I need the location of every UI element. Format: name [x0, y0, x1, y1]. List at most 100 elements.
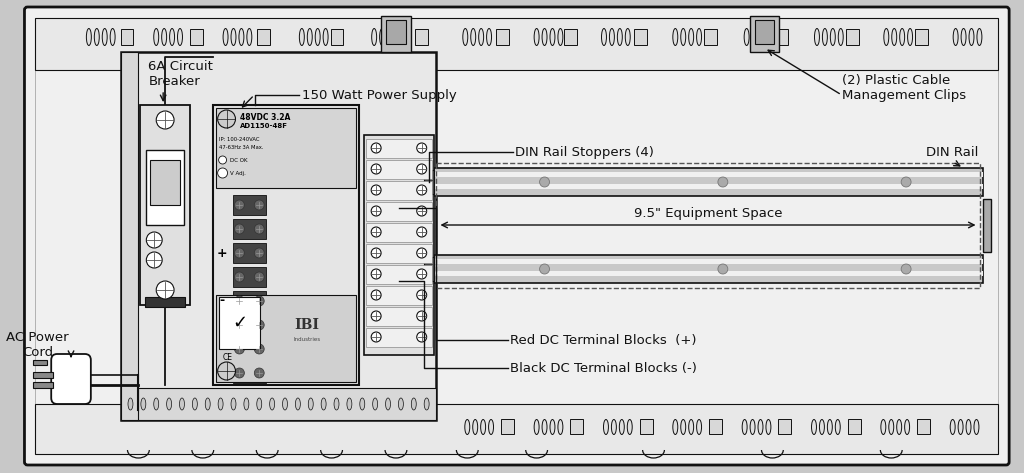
Ellipse shape: [696, 28, 701, 45]
Ellipse shape: [814, 28, 819, 45]
Ellipse shape: [231, 28, 236, 45]
Ellipse shape: [958, 420, 964, 435]
Bar: [145, 297, 185, 307]
Ellipse shape: [386, 398, 390, 410]
Circle shape: [718, 177, 728, 187]
Ellipse shape: [689, 28, 693, 45]
Ellipse shape: [478, 28, 483, 45]
Ellipse shape: [471, 28, 476, 45]
Text: 150 Watt Power Supply: 150 Watt Power Supply: [302, 88, 457, 102]
Circle shape: [234, 248, 245, 258]
Text: IP: 100-240VAC: IP: 100-240VAC: [219, 137, 259, 142]
Bar: [34, 360, 47, 365]
Ellipse shape: [681, 420, 686, 435]
Ellipse shape: [283, 398, 288, 410]
Ellipse shape: [892, 28, 897, 45]
Ellipse shape: [269, 398, 274, 410]
Bar: [367, 160, 431, 179]
Ellipse shape: [836, 420, 841, 435]
Bar: [367, 139, 431, 158]
Ellipse shape: [897, 420, 902, 435]
Ellipse shape: [609, 28, 614, 45]
Bar: [775, 29, 788, 45]
Ellipse shape: [766, 420, 771, 435]
Ellipse shape: [744, 28, 750, 45]
Ellipse shape: [558, 28, 563, 45]
Circle shape: [234, 296, 245, 306]
Ellipse shape: [179, 398, 184, 410]
Bar: [232, 363, 266, 383]
Bar: [146, 150, 184, 225]
Bar: [755, 20, 774, 44]
Ellipse shape: [239, 28, 244, 45]
Circle shape: [254, 224, 264, 234]
Ellipse shape: [550, 28, 555, 45]
Ellipse shape: [94, 28, 99, 45]
Ellipse shape: [758, 420, 763, 435]
Text: -: -: [219, 294, 224, 307]
Ellipse shape: [387, 28, 392, 45]
Text: ✓: ✓: [231, 314, 247, 332]
Ellipse shape: [86, 28, 91, 45]
Ellipse shape: [900, 28, 904, 45]
Bar: [564, 29, 578, 45]
Text: DIN Rail: DIN Rail: [927, 146, 979, 158]
Ellipse shape: [257, 398, 262, 410]
Bar: [140, 105, 189, 305]
Circle shape: [371, 227, 381, 237]
Ellipse shape: [347, 398, 352, 410]
Circle shape: [234, 344, 245, 354]
Bar: [365, 135, 433, 355]
Text: DC OK: DC OK: [229, 158, 247, 163]
Bar: [367, 265, 431, 284]
Bar: [848, 419, 860, 434]
Text: 9.5" Equipment Space: 9.5" Equipment Space: [634, 207, 782, 220]
Ellipse shape: [907, 28, 912, 45]
Circle shape: [371, 206, 381, 216]
Circle shape: [234, 368, 245, 378]
Text: +: +: [216, 246, 227, 260]
Circle shape: [218, 362, 236, 380]
Bar: [121, 52, 138, 420]
Circle shape: [254, 272, 264, 282]
Circle shape: [219, 156, 226, 164]
Ellipse shape: [819, 420, 824, 435]
Ellipse shape: [752, 28, 757, 45]
FancyBboxPatch shape: [25, 7, 1009, 465]
Circle shape: [417, 185, 427, 195]
Ellipse shape: [223, 28, 228, 45]
Circle shape: [417, 206, 427, 216]
Circle shape: [254, 200, 264, 210]
Ellipse shape: [558, 420, 563, 435]
Ellipse shape: [689, 420, 693, 435]
Bar: [709, 419, 722, 434]
Text: DIN Rail Stoppers (4): DIN Rail Stoppers (4): [515, 146, 653, 158]
Ellipse shape: [751, 420, 755, 435]
Circle shape: [718, 264, 728, 274]
Ellipse shape: [424, 398, 429, 410]
Bar: [367, 181, 431, 200]
Circle shape: [218, 110, 236, 128]
Ellipse shape: [742, 420, 748, 435]
Ellipse shape: [128, 398, 133, 410]
Ellipse shape: [170, 28, 174, 45]
Ellipse shape: [966, 420, 971, 435]
Bar: [232, 243, 266, 263]
Bar: [496, 29, 509, 45]
Circle shape: [371, 332, 381, 342]
Ellipse shape: [102, 28, 108, 45]
Ellipse shape: [889, 420, 894, 435]
Bar: [232, 315, 266, 335]
Circle shape: [254, 248, 264, 258]
Bar: [232, 267, 266, 287]
Bar: [189, 29, 203, 45]
Ellipse shape: [974, 420, 979, 435]
Text: 48VDC 3.2A: 48VDC 3.2A: [241, 113, 291, 122]
Bar: [433, 184, 983, 189]
Bar: [501, 419, 514, 434]
Bar: [367, 307, 431, 326]
Ellipse shape: [822, 28, 827, 45]
Circle shape: [254, 368, 264, 378]
Circle shape: [417, 290, 427, 300]
Ellipse shape: [673, 420, 678, 435]
